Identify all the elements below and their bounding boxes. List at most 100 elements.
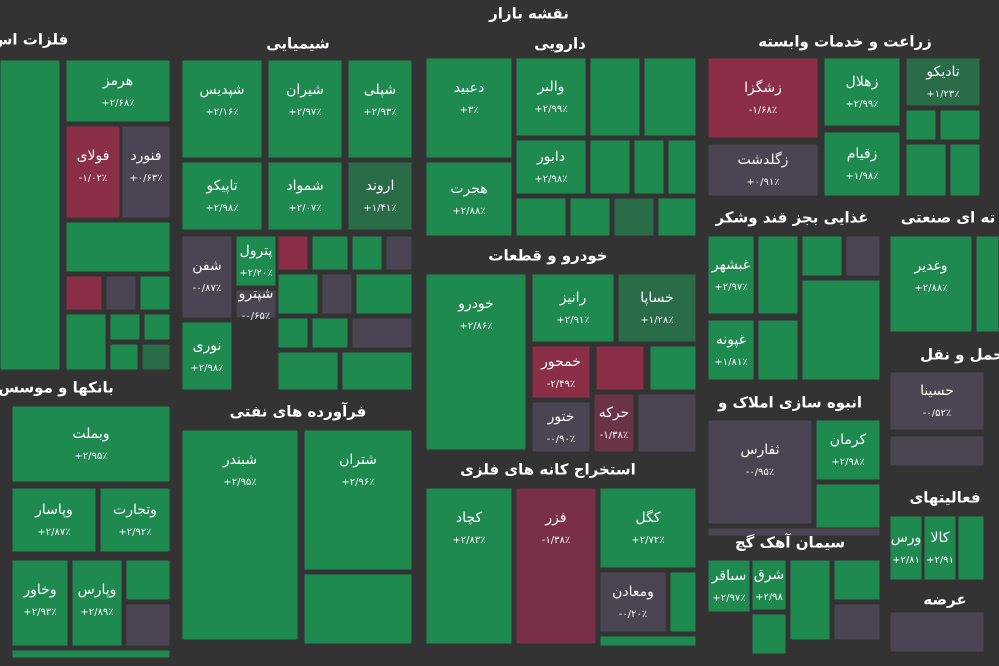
sector-title: عرضه — [923, 591, 966, 609]
tile-name: کرمان — [830, 432, 867, 448]
tile — [303, 429, 413, 571]
tile-change: +۲/۹۱٪ — [556, 315, 589, 326]
tile — [347, 59, 413, 159]
tile — [669, 571, 697, 633]
tile — [905, 57, 981, 107]
tile — [65, 313, 107, 371]
tile — [65, 221, 171, 273]
tile — [707, 559, 751, 613]
tile — [845, 235, 881, 277]
tile-name: شفن — [192, 258, 221, 274]
tile — [569, 197, 611, 237]
tile — [889, 371, 985, 431]
tile-change: +۲/۹۸٪ — [190, 363, 223, 374]
tile — [949, 143, 981, 197]
tile-change: -۱/۶۸٪ — [749, 105, 777, 116]
tile — [515, 57, 587, 137]
tile — [617, 273, 697, 343]
tile — [71, 559, 123, 647]
tile-change: -۰/۲۰٪ — [619, 609, 647, 620]
tile-change: +۲/۹۶٪ — [341, 477, 374, 488]
tile-name: وپاسار — [34, 502, 73, 518]
tile — [757, 319, 799, 381]
tile — [0, 59, 61, 371]
tile-name: فولای — [77, 148, 110, 164]
sector-title: خودرو و قطعات — [488, 247, 607, 265]
tile-name: وغدیر — [913, 258, 947, 274]
tile — [303, 573, 413, 645]
tile-change: -۲/۴۹٪ — [547, 379, 575, 390]
tile — [613, 197, 655, 237]
map-title: نقشه بازار — [488, 5, 569, 23]
tile — [889, 435, 985, 467]
tile-name: والبر — [537, 79, 565, 95]
sector-title: دارویی — [534, 35, 586, 53]
tile-name: کچاد — [456, 510, 483, 526]
tile-change: -۱/۳۸٪ — [542, 535, 570, 546]
tile — [109, 313, 141, 341]
tile — [833, 559, 881, 601]
tile-change: +۱/۸۱٪ — [714, 357, 747, 368]
tile-name: وبملت — [72, 426, 109, 442]
tile-name: تادیکو — [925, 64, 959, 80]
tile-change: +۲/۱۶٪ — [205, 107, 238, 118]
tile-name: هرمز — [102, 73, 133, 89]
tile-change: +۲/۹۷٪ — [288, 107, 321, 118]
tile-change: +۳٪ — [459, 105, 478, 116]
tile-change: +۲/۹۲٪ — [118, 527, 151, 538]
tile — [425, 487, 513, 645]
tile — [515, 197, 567, 237]
tile — [425, 57, 513, 159]
tile — [11, 559, 69, 647]
tile-change: +۲/۰۷٪ — [288, 203, 321, 214]
tile — [599, 487, 697, 569]
sector-title: فلزات اس — [0, 31, 68, 49]
tile — [277, 273, 319, 315]
tile-change: -۰/۹۵٪ — [746, 467, 774, 478]
tile-name: غبشهر — [711, 257, 750, 273]
tile-change: +۲/۹۷٪ — [714, 282, 747, 293]
tile-change: +۲/۹۷٪ — [712, 593, 745, 604]
tile — [957, 515, 985, 581]
tile — [11, 487, 97, 553]
sector-title: فعالیتهای — [909, 489, 980, 507]
tile — [905, 143, 947, 197]
tile — [593, 393, 635, 453]
tile — [667, 139, 697, 195]
tile-change: -۰/۵۲٪ — [923, 408, 951, 419]
tile-change: +۱/۹۸٪ — [845, 171, 878, 182]
tile-name: تاپیکو — [205, 178, 237, 194]
tile-name: سباقر — [711, 568, 747, 584]
tile — [181, 59, 263, 159]
tile — [385, 235, 413, 271]
tile-name: پترول — [240, 243, 273, 259]
tile — [589, 139, 631, 195]
tile — [531, 273, 615, 343]
tile-name: خودرو — [457, 296, 494, 312]
tile-name: زقیام — [847, 146, 878, 162]
sector-title: غذایی بجز قند وشکر — [714, 209, 868, 227]
tile-change: +۱/۲۸٪ — [640, 315, 673, 326]
tile-name: دابور — [536, 149, 565, 165]
tile-name: کالا — [931, 530, 950, 546]
tile-name: خمحور — [540, 354, 581, 370]
tile — [801, 235, 843, 277]
tile — [923, 515, 957, 581]
tile-change: +۲/۹۹٪ — [845, 99, 878, 110]
tile-name: اروند — [366, 178, 395, 194]
tile-change: -۰/۹۰٪ — [547, 434, 575, 445]
tile-change: +۲/۹۸٪ — [831, 457, 864, 468]
tile — [633, 139, 665, 195]
tile-change: +۱/۲۳٪ — [926, 89, 959, 100]
tile-change: -۰/۶۵٪ — [242, 311, 270, 322]
tile-name: دعبید — [454, 80, 484, 96]
tile — [599, 571, 667, 633]
tile — [815, 483, 881, 535]
sector-title: زراعت و خدمات وابسته — [758, 33, 932, 51]
tile — [649, 345, 697, 391]
tile-name: شیران — [286, 82, 324, 98]
tile-change: +۲/۸۳٪ — [452, 535, 485, 546]
tile — [757, 235, 799, 315]
